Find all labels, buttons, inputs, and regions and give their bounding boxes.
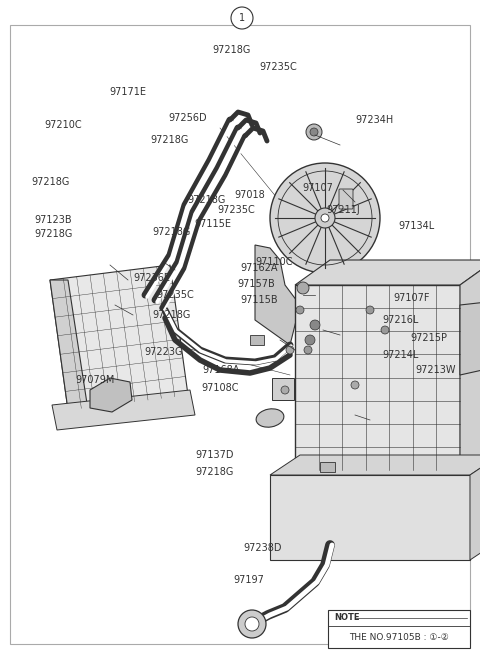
Text: 97137D: 97137D: [196, 450, 234, 460]
Circle shape: [245, 617, 259, 631]
Text: 97216L: 97216L: [382, 315, 419, 325]
Circle shape: [304, 346, 312, 354]
Text: 97238D: 97238D: [244, 543, 282, 553]
Text: 97218G: 97218G: [153, 227, 191, 237]
Text: 97171E: 97171E: [109, 87, 146, 97]
Text: 97107: 97107: [302, 183, 333, 193]
Circle shape: [351, 381, 359, 389]
Bar: [250, 335, 264, 345]
Circle shape: [270, 163, 380, 273]
Circle shape: [310, 128, 318, 136]
Polygon shape: [50, 280, 88, 410]
Text: 97218G: 97218G: [31, 177, 70, 187]
Polygon shape: [470, 455, 480, 560]
Text: 97223G: 97223G: [145, 347, 183, 357]
Text: 97168A: 97168A: [202, 365, 240, 375]
Bar: [270, 475, 470, 560]
Text: 1: 1: [239, 13, 245, 23]
Bar: [320, 462, 335, 472]
Circle shape: [310, 320, 320, 330]
Text: 97218G: 97218G: [153, 310, 191, 320]
Text: 97211J: 97211J: [326, 205, 360, 215]
Circle shape: [281, 386, 289, 394]
Text: 97115B: 97115B: [240, 295, 277, 305]
Text: THE NO.97105B : ①-②: THE NO.97105B : ①-②: [349, 632, 449, 642]
Polygon shape: [90, 378, 132, 412]
Text: 97235C: 97235C: [217, 205, 255, 215]
Circle shape: [305, 335, 315, 345]
Circle shape: [321, 214, 329, 222]
Text: 97079M: 97079M: [75, 375, 115, 385]
Text: 97107F: 97107F: [393, 293, 430, 303]
Text: 97110C: 97110C: [255, 257, 293, 267]
Text: 97218G: 97218G: [188, 195, 226, 205]
Text: 97256D: 97256D: [168, 113, 207, 123]
Circle shape: [286, 346, 294, 354]
Polygon shape: [295, 260, 480, 285]
Bar: [272, 378, 294, 400]
Polygon shape: [270, 455, 480, 475]
Polygon shape: [255, 245, 300, 345]
Circle shape: [381, 326, 389, 334]
Text: 97134L: 97134L: [398, 221, 434, 231]
Ellipse shape: [256, 409, 284, 427]
Text: 97218G: 97218G: [151, 135, 189, 145]
Circle shape: [315, 208, 335, 228]
Circle shape: [296, 306, 304, 314]
Polygon shape: [460, 300, 480, 375]
Text: NOTE: NOTE: [334, 613, 360, 623]
FancyBboxPatch shape: [339, 189, 353, 209]
Circle shape: [297, 282, 309, 294]
Text: 97218G: 97218G: [213, 45, 251, 55]
Text: 97108C: 97108C: [201, 383, 239, 393]
Text: 97218G: 97218G: [196, 467, 234, 477]
Polygon shape: [52, 390, 195, 430]
Text: 97235C: 97235C: [156, 290, 194, 300]
Text: 97123B: 97123B: [34, 215, 72, 225]
Circle shape: [306, 124, 322, 140]
Text: 97197: 97197: [234, 575, 264, 585]
Polygon shape: [460, 260, 480, 470]
Text: 97210C: 97210C: [44, 120, 82, 130]
Text: 97115E: 97115E: [194, 219, 231, 229]
Text: 97234H: 97234H: [355, 115, 393, 125]
Circle shape: [366, 306, 374, 314]
Text: 97236E: 97236E: [133, 273, 170, 283]
Text: 97215P: 97215P: [410, 333, 447, 343]
Text: 97235C: 97235C: [259, 62, 297, 72]
Circle shape: [238, 610, 266, 638]
Circle shape: [231, 7, 253, 29]
Text: 97018: 97018: [235, 190, 265, 200]
Text: 97218G: 97218G: [34, 229, 72, 239]
Polygon shape: [50, 265, 188, 410]
Text: 97214L: 97214L: [382, 350, 419, 360]
Text: 97213W: 97213W: [415, 365, 456, 375]
Bar: [295, 285, 460, 470]
Text: 97157B: 97157B: [237, 279, 275, 289]
Bar: [328, 610, 470, 648]
Text: 97162A: 97162A: [240, 263, 277, 273]
